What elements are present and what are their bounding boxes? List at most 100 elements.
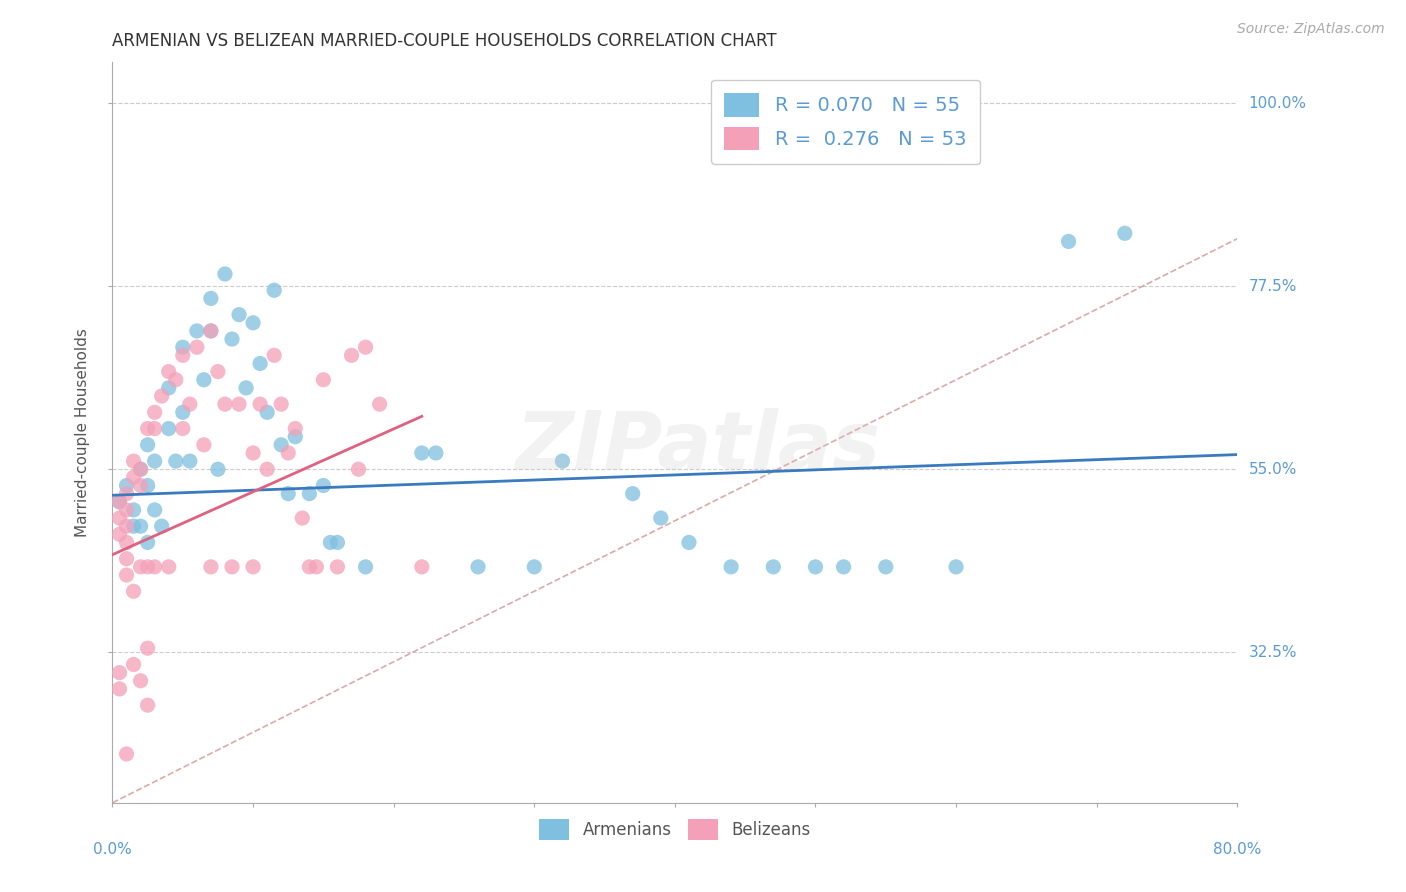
Point — [242, 446, 264, 460]
Point — [214, 397, 236, 411]
Point — [108, 511, 131, 525]
Point — [179, 397, 201, 411]
Point — [129, 462, 152, 476]
Point — [354, 340, 377, 354]
Point — [221, 332, 243, 346]
Point — [207, 365, 229, 379]
Point — [108, 495, 131, 509]
Point — [179, 454, 201, 468]
Point — [150, 519, 173, 533]
Point — [129, 462, 152, 476]
Point — [235, 381, 257, 395]
Point — [115, 478, 138, 492]
Point — [804, 559, 827, 574]
Point — [249, 397, 271, 411]
Point — [256, 405, 278, 419]
Point — [157, 381, 180, 395]
Point — [284, 421, 307, 435]
Point — [551, 454, 574, 468]
Point — [411, 559, 433, 574]
Point — [263, 283, 285, 297]
Point — [143, 421, 166, 435]
Point — [326, 559, 349, 574]
Point — [256, 462, 278, 476]
Point — [129, 559, 152, 574]
Point — [129, 519, 152, 533]
Point — [221, 559, 243, 574]
Text: Source: ZipAtlas.com: Source: ZipAtlas.com — [1237, 22, 1385, 37]
Point — [115, 519, 138, 533]
Point — [157, 421, 180, 435]
Point — [136, 421, 159, 435]
Point — [242, 316, 264, 330]
Point — [277, 446, 299, 460]
Text: 32.5%: 32.5% — [1249, 645, 1296, 660]
Point — [1057, 235, 1080, 249]
Y-axis label: Married-couple Households: Married-couple Households — [75, 328, 90, 537]
Point — [319, 535, 342, 549]
Point — [425, 446, 447, 460]
Point — [122, 584, 145, 599]
Point — [186, 340, 208, 354]
Point — [129, 673, 152, 688]
Point — [193, 438, 215, 452]
Point — [411, 446, 433, 460]
Point — [143, 405, 166, 419]
Text: ARMENIAN VS BELIZEAN MARRIED-COUPLE HOUSEHOLDS CORRELATION CHART: ARMENIAN VS BELIZEAN MARRIED-COUPLE HOUS… — [112, 32, 778, 50]
Point — [354, 559, 377, 574]
Point — [108, 495, 131, 509]
Point — [172, 405, 194, 419]
Point — [1114, 227, 1136, 241]
Point — [136, 641, 159, 656]
Point — [650, 511, 672, 525]
Point — [108, 681, 131, 696]
Point — [157, 559, 180, 574]
Point — [214, 267, 236, 281]
Point — [270, 397, 292, 411]
Point — [193, 373, 215, 387]
Point — [523, 559, 546, 574]
Point — [150, 389, 173, 403]
Point — [115, 503, 138, 517]
Text: ZIPatlas: ZIPatlas — [515, 409, 880, 486]
Point — [621, 486, 644, 500]
Point — [143, 559, 166, 574]
Point — [368, 397, 391, 411]
Point — [115, 551, 138, 566]
Point — [115, 486, 138, 500]
Point — [291, 511, 314, 525]
Point — [678, 535, 700, 549]
Point — [305, 559, 328, 574]
Point — [200, 292, 222, 306]
Point — [143, 454, 166, 468]
Point — [115, 535, 138, 549]
Text: 77.5%: 77.5% — [1249, 278, 1296, 293]
Point — [312, 478, 335, 492]
Text: 100.0%: 100.0% — [1249, 95, 1306, 111]
Point — [875, 559, 897, 574]
Point — [115, 747, 138, 761]
Point — [172, 348, 194, 362]
Point — [122, 454, 145, 468]
Point — [136, 438, 159, 452]
Point — [172, 340, 194, 354]
Point — [228, 397, 250, 411]
Point — [186, 324, 208, 338]
Point — [832, 559, 855, 574]
Point — [136, 535, 159, 549]
Point — [284, 430, 307, 444]
Point — [115, 568, 138, 582]
Point — [136, 559, 159, 574]
Point — [207, 462, 229, 476]
Point — [122, 519, 145, 533]
Point — [200, 324, 222, 338]
Text: 0.0%: 0.0% — [93, 842, 132, 856]
Point — [228, 308, 250, 322]
Text: 80.0%: 80.0% — [1213, 842, 1261, 856]
Point — [298, 559, 321, 574]
Point — [945, 559, 967, 574]
Point — [242, 559, 264, 574]
Point — [762, 559, 785, 574]
Point — [143, 503, 166, 517]
Point — [122, 657, 145, 672]
